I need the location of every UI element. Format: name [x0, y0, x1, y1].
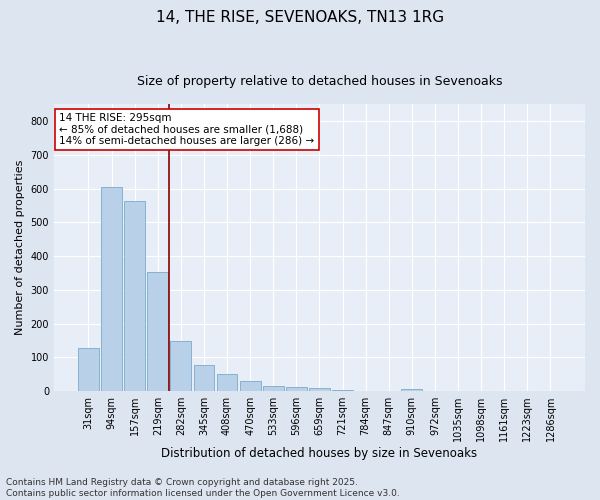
Bar	[170, 340, 191, 391]
Bar	[332, 390, 353, 391]
Text: Contains HM Land Registry data © Crown copyright and database right 2025.
Contai: Contains HM Land Registry data © Crown c…	[6, 478, 400, 498]
Bar	[148, 272, 168, 391]
Bar	[101, 186, 122, 391]
Bar	[263, 386, 284, 391]
Y-axis label: Number of detached properties: Number of detached properties	[15, 160, 25, 336]
Bar	[78, 348, 99, 391]
Bar	[401, 389, 422, 391]
Bar	[217, 374, 238, 391]
Bar	[124, 201, 145, 391]
Bar	[240, 381, 260, 391]
X-axis label: Distribution of detached houses by size in Sevenoaks: Distribution of detached houses by size …	[161, 447, 478, 460]
Bar	[309, 388, 330, 391]
Title: Size of property relative to detached houses in Sevenoaks: Size of property relative to detached ho…	[137, 75, 502, 88]
Text: 14, THE RISE, SEVENOAKS, TN13 1RG: 14, THE RISE, SEVENOAKS, TN13 1RG	[156, 10, 444, 25]
Bar	[286, 387, 307, 391]
Text: 14 THE RISE: 295sqm
← 85% of detached houses are smaller (1,688)
14% of semi-det: 14 THE RISE: 295sqm ← 85% of detached ho…	[59, 113, 314, 146]
Bar	[194, 365, 214, 391]
